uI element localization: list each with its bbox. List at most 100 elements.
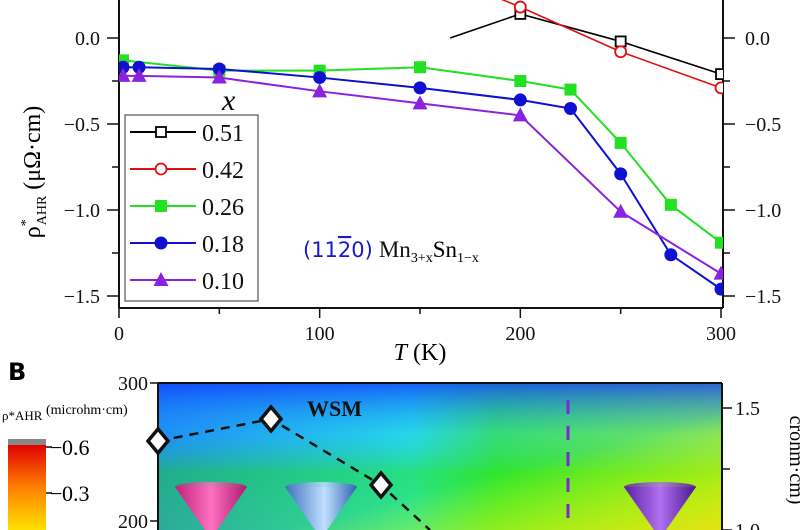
legend-label: 0.42 bbox=[202, 158, 244, 184]
series-0.10 bbox=[119, 67, 723, 280]
marker-filled-circle bbox=[664, 248, 678, 262]
marker-filled-square bbox=[614, 136, 627, 149]
y-tick-label: 200 bbox=[118, 511, 148, 530]
marker-filled-square bbox=[155, 200, 167, 212]
cone-top bbox=[175, 482, 247, 492]
panel-label: B bbox=[8, 358, 26, 386]
y-tick-label-right: −1.0 bbox=[745, 200, 781, 222]
marker-open-square bbox=[155, 126, 167, 138]
colorbar-unit: (microhm·cm) bbox=[46, 403, 128, 418]
series-line bbox=[123, 74, 722, 275]
legend-item-0.42: 0.42 bbox=[130, 158, 244, 184]
region-label: WSM bbox=[307, 396, 362, 421]
colorbar-tick-minus: − bbox=[50, 481, 62, 506]
legend-item-0.26: 0.26 bbox=[130, 195, 244, 221]
y-tick-label: 300 bbox=[118, 373, 148, 395]
marker-filled-circle bbox=[154, 236, 168, 250]
marker-filled-circle bbox=[313, 71, 327, 85]
diamond-marker bbox=[368, 470, 394, 500]
marker-filled-triangle bbox=[153, 272, 169, 286]
right-y-tick-label: 1.5 bbox=[735, 398, 760, 420]
series-line bbox=[501, 0, 722, 89]
cone-top bbox=[285, 482, 357, 492]
colorbar-label: ρ*AHR bbox=[2, 408, 43, 423]
x-tick-label: 200 bbox=[505, 323, 535, 345]
colorbar-tick-minus: − bbox=[50, 435, 62, 460]
y-tick-label: 0.0 bbox=[75, 28, 100, 50]
heatmap-overlay-corner bbox=[158, 383, 722, 530]
marker-filled-square bbox=[514, 75, 527, 87]
marker-filled-square bbox=[664, 198, 677, 211]
marker-filled-square bbox=[119, 54, 130, 67]
series-0.18 bbox=[119, 60, 723, 296]
diamond-marker bbox=[145, 426, 171, 456]
right-y-axis-label: crohm·cm) bbox=[785, 416, 800, 505]
marker-open-square bbox=[715, 68, 723, 81]
x-tick-label: 0 bbox=[114, 323, 124, 345]
y-tick-label: −1.5 bbox=[64, 286, 100, 308]
marker-open-circle bbox=[714, 81, 723, 95]
x-tick-label: 100 bbox=[305, 323, 335, 345]
legend-label: 0.10 bbox=[202, 269, 244, 295]
cone-icon-pink bbox=[175, 482, 247, 530]
panel-a: 0.0 0.0 −0.5 −0.5 −1.0 −1.0 −1.5 −1.5 0 100 200 300… bbox=[19, 0, 781, 366]
marker-filled-triangle bbox=[512, 107, 528, 122]
legend-label: 0.26 bbox=[202, 195, 244, 221]
x-tick-label: 300 bbox=[706, 323, 736, 345]
marker-filled-circle bbox=[714, 282, 723, 296]
legend-title: x bbox=[221, 84, 236, 117]
marker-filled-circle bbox=[413, 81, 427, 95]
y-tick-label: −0.5 bbox=[64, 114, 100, 136]
plot-area bbox=[119, 0, 723, 296]
legend-label: 0.18 bbox=[202, 232, 244, 258]
legend-box bbox=[124, 114, 259, 302]
marker-filled-circle bbox=[564, 102, 577, 116]
marker-open-circle bbox=[614, 45, 628, 59]
y-tick-label-right: −0.5 bbox=[745, 114, 781, 136]
series-0.42 bbox=[501, 0, 723, 95]
marker-filled-triangle bbox=[312, 83, 328, 98]
marker-filled-square bbox=[564, 83, 577, 96]
cone-body bbox=[175, 487, 247, 530]
legend-item-0.18: 0.18 bbox=[130, 232, 244, 258]
marker-filled-circle bbox=[614, 167, 628, 181]
y-tick-label-right: 0.0 bbox=[745, 28, 770, 50]
diamond-marker bbox=[258, 404, 284, 434]
panel-b: B 300 200 1.5 1.0 crohm·cm) WSM ρ*AHR(microhm·c… bbox=[2, 358, 800, 530]
marker-filled-triangle bbox=[713, 265, 723, 280]
marker-open-square bbox=[614, 35, 627, 48]
colorbar-tick-label: 0.3 bbox=[62, 481, 90, 506]
colorbar bbox=[8, 445, 46, 530]
series-line bbox=[123, 66, 722, 290]
marker-filled-square bbox=[715, 236, 723, 249]
cone-icon-purple bbox=[624, 482, 696, 530]
y-tick-label-right: −1.5 bbox=[745, 286, 781, 308]
marker-filled-triangle bbox=[211, 69, 227, 84]
cone-icon-blue bbox=[285, 482, 357, 530]
y-tick-label: −1.0 bbox=[64, 200, 100, 222]
marker-filled-square bbox=[414, 61, 426, 74]
marker-filled-circle bbox=[132, 60, 146, 74]
phase-line bbox=[157, 417, 431, 530]
right-y-tick-label: 1.0 bbox=[735, 520, 760, 530]
series-line bbox=[449, 13, 722, 75]
marker-filled-circle bbox=[513, 93, 527, 107]
colorbar-overflow bbox=[8, 439, 46, 445]
cone-body bbox=[285, 487, 357, 530]
legend-item-0.51: 0.51 bbox=[130, 121, 244, 147]
marker-filled-triangle bbox=[131, 67, 147, 82]
series-0.51 bbox=[449, 8, 723, 81]
marker-filled-triangle bbox=[412, 95, 428, 110]
marker-open-circle bbox=[513, 0, 527, 14]
legend-label: 0.51 bbox=[202, 121, 244, 147]
colorbar-tick-label: 0.6 bbox=[62, 435, 90, 460]
material-annotation: (1120) Mn3+xSn1−x bbox=[303, 237, 479, 266]
cone-body bbox=[624, 487, 696, 530]
marker-filled-triangle bbox=[119, 67, 131, 82]
marker-filled-triangle bbox=[613, 203, 629, 218]
cone-top bbox=[624, 482, 696, 492]
marker-filled-circle bbox=[212, 62, 226, 76]
x-axis-label: T (K) bbox=[394, 340, 447, 366]
marker-open-circle bbox=[154, 162, 168, 176]
